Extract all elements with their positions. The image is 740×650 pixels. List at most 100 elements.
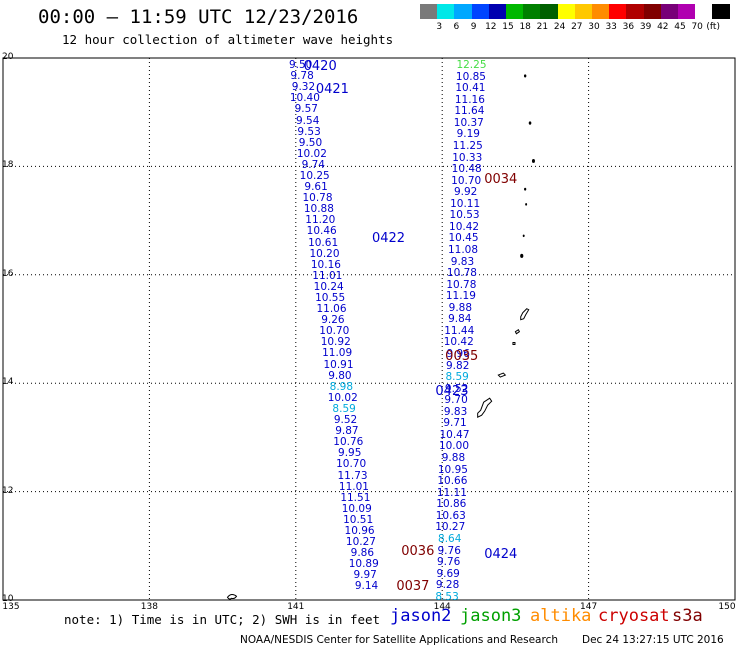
- scale-tick-label: 27: [571, 22, 583, 32]
- wave-height-value: 10.33: [452, 151, 483, 164]
- color-swatch: [695, 4, 713, 19]
- color-swatch: [592, 4, 610, 19]
- wave-height-value: 10.92: [320, 336, 351, 349]
- wave-height-value: 10.85: [455, 70, 486, 83]
- map-frame: [2, 57, 736, 601]
- wave-height-value: 9.54: [295, 114, 320, 127]
- wave-height-value: 9.86: [350, 547, 375, 560]
- wave-height-value: 10.02: [327, 391, 358, 404]
- pass-id-label: 0424: [484, 546, 518, 562]
- longitude-label: 147: [580, 602, 598, 612]
- scale-tick-label: 33: [605, 22, 617, 32]
- wave-height-value: 10.42: [449, 220, 480, 233]
- wave-height-value: 9.88: [448, 301, 473, 314]
- wave-height-value: 8.59: [332, 402, 356, 415]
- wave-height-value: 9.82: [445, 359, 470, 372]
- wave-height-value: 8.98: [329, 380, 354, 393]
- wave-height-value: 9.50: [288, 59, 313, 72]
- wave-height-value: 9.50: [298, 136, 323, 149]
- wave-height-value: 9.74: [301, 158, 325, 171]
- wave-height-value: 10.70: [336, 458, 367, 471]
- wave-height-value: 10.41: [455, 82, 486, 95]
- wave-height-value: 11.11: [436, 486, 467, 499]
- island: [522, 234, 525, 238]
- wave-height-value: 10.25: [299, 169, 330, 182]
- island: [520, 253, 524, 258]
- island: [524, 187, 527, 191]
- island: [531, 159, 535, 163]
- wave-height-value: 9.53: [297, 125, 321, 138]
- color-swatch: [488, 4, 506, 19]
- latitude-label: 14: [2, 377, 14, 388]
- wave-height-value: 9.57: [294, 103, 318, 116]
- color-swatch: [506, 4, 524, 19]
- wave-height-value: 11.06: [316, 303, 347, 316]
- wave-height-value: 10.37: [453, 116, 484, 129]
- wave-height-value: 11.20: [305, 214, 336, 227]
- wave-height-value: 10.91: [323, 358, 354, 371]
- wave-height-value: 9.78: [290, 70, 314, 83]
- wave-height-value: 10.96: [344, 524, 375, 537]
- wave-height-value: 9.52: [444, 382, 469, 395]
- pass-id-label: 0423: [435, 384, 469, 400]
- satellite-cryosat: cryosat: [598, 606, 670, 626]
- wave-height-value: 9.69: [436, 567, 460, 580]
- wave-height-value: 9.76: [436, 556, 461, 569]
- wave-height-value: 10.00: [438, 440, 469, 453]
- scale-unit-label: (ft): [706, 22, 720, 32]
- wave-height-value: 9.19: [456, 128, 480, 141]
- color-swatch: [540, 4, 558, 19]
- wave-height-value: 10.76: [333, 436, 364, 449]
- wave-height-value: 10.48: [451, 163, 482, 176]
- footnote: note: 1) Time is in UTC; 2) SWH is in fe…: [64, 612, 381, 627]
- scale-tick-label: 21: [536, 22, 549, 32]
- color-swatch: [626, 4, 644, 19]
- wave-height-value: 9.80: [328, 369, 352, 382]
- color-swatch: [643, 4, 661, 19]
- wave-height-value: 10.47: [439, 428, 470, 441]
- wave-height-value: 11.51: [340, 491, 371, 504]
- scale-tick-label: 36: [622, 22, 635, 32]
- wave-height-value: 9.28: [435, 579, 460, 592]
- wave-height-value: 11.73: [337, 469, 368, 482]
- pass-id-label: 0422: [371, 231, 406, 247]
- latitude-label: 10: [2, 594, 14, 604]
- wave-height-value: 9.88: [441, 452, 466, 465]
- wave-height-value: 10.02: [296, 147, 327, 160]
- wave-height-value: 9.71: [443, 417, 467, 430]
- latitude-label: 12: [2, 485, 14, 496]
- wave-height-value: 10.42: [443, 336, 474, 349]
- color-swatch: [437, 4, 455, 19]
- latitude-label: 18: [2, 160, 14, 171]
- wave-height-value: 11.19: [445, 290, 476, 303]
- wave-height-value: 10.46: [306, 225, 337, 238]
- wave-height-value: 11.09: [322, 347, 353, 360]
- guam-island: [477, 397, 493, 418]
- pass-id-label: 0421: [315, 81, 349, 97]
- wave-height-value: 10.27: [345, 536, 376, 549]
- pass-id-label: 0037: [396, 579, 430, 595]
- pass-id-label: 0035: [445, 349, 479, 365]
- wave-height-value: 10.78: [446, 278, 477, 291]
- color-swatch: [523, 4, 541, 19]
- satellite-altika: altika: [530, 606, 592, 626]
- wave-height-value: 9.92: [453, 186, 478, 199]
- saipan-tinian-island: [512, 308, 530, 346]
- wave-height-value: 9.76: [437, 544, 461, 557]
- wave-height-value: 9.32: [291, 81, 316, 94]
- longitude-label: 144: [433, 602, 451, 612]
- pass-id-label: 0420: [303, 59, 337, 75]
- wave-height-value: 11.25: [452, 139, 483, 152]
- latitude-label: 16: [2, 268, 14, 279]
- scale-tick-label: 9: [470, 22, 477, 32]
- wave-height-value: 9.61: [304, 181, 328, 194]
- wave-height-value: 10.55: [315, 292, 346, 304]
- wave-height-value: 10.78: [446, 267, 477, 280]
- wave-height-value: 12.25: [456, 59, 487, 72]
- scale-tick-label: 3: [436, 22, 443, 32]
- wave-height-value: 10.61: [308, 236, 339, 249]
- wave-height-value: 9.84: [448, 313, 472, 326]
- wave-height-value: 10.66: [437, 475, 468, 488]
- wave-height-value: 10.78: [302, 192, 333, 205]
